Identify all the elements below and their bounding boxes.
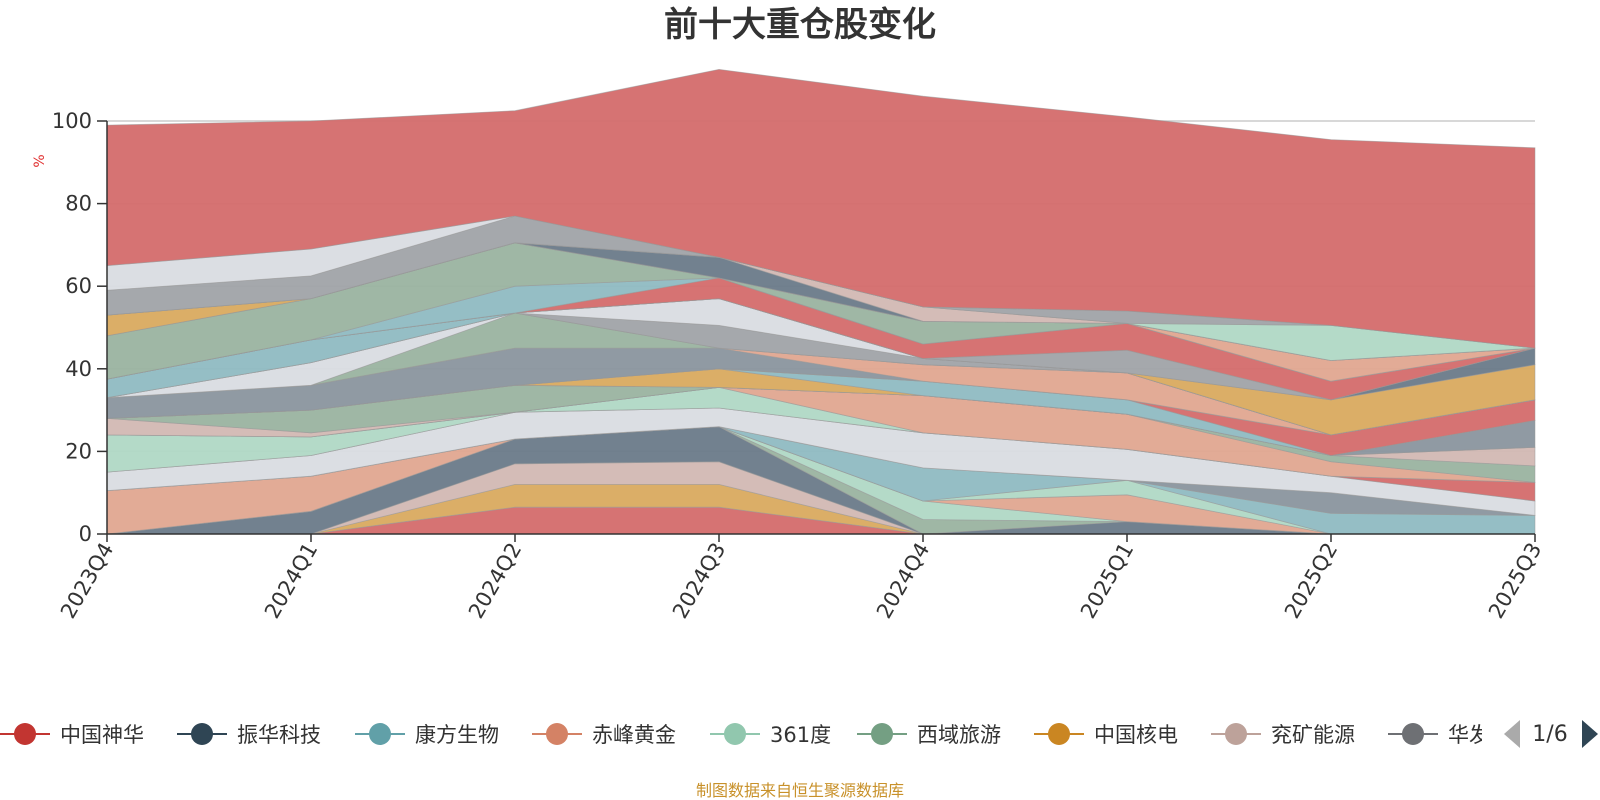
legend-item[interactable]: 康方生物: [355, 723, 499, 747]
legend-item[interactable]: 振华科技: [177, 723, 321, 747]
x-tick-label: 2024Q1: [260, 539, 322, 623]
legend-label: 361度: [770, 723, 831, 747]
legend-item[interactable]: 中国核电: [1034, 723, 1178, 747]
legend-label: 华发: [1448, 723, 1490, 747]
legend-label: 赤峰黄金: [592, 723, 676, 747]
legend-swatch-marker: [1402, 723, 1424, 745]
x-tick-label: 2025Q3: [1484, 539, 1546, 623]
y-tick-label: 60: [65, 274, 92, 298]
legend-label: 中国核电: [1094, 723, 1178, 747]
y-tick-label: 100: [52, 109, 92, 133]
x-tick-label: 2025Q1: [1076, 539, 1138, 623]
y-tick-label: 80: [65, 192, 92, 216]
legend-item[interactable]: 华发: [1388, 723, 1490, 747]
area-series: [106, 68, 1536, 535]
y-tick-label: 0: [79, 522, 92, 546]
legend-swatch-marker: [724, 723, 746, 745]
legend-label: 中国神华: [60, 723, 144, 747]
legend-page-indicator: 1/6: [1532, 722, 1567, 747]
data-source-note: 制图数据来自恒生聚源数据库: [696, 781, 904, 800]
legend-item[interactable]: 赤峰黄金: [532, 723, 676, 747]
legend-next-page-icon[interactable]: [1582, 720, 1598, 748]
legend-label: 振华科技: [237, 723, 321, 747]
legend-label: 兖矿能源: [1271, 723, 1355, 747]
legend-swatch-marker: [369, 723, 391, 745]
legend-pager: 1/6: [1504, 720, 1598, 748]
legend-prev-page-icon[interactable]: [1504, 720, 1520, 748]
chart-title: 前十大重仓股变化: [664, 5, 936, 45]
legend-swatch-marker: [546, 723, 568, 745]
area-layer-41: [106, 68, 1536, 349]
legend-swatch-marker: [191, 723, 213, 745]
legend-label: 西域旅游: [917, 723, 1001, 747]
legend-item[interactable]: 兖矿能源: [1211, 723, 1355, 747]
legend-swatch-marker: [1048, 723, 1070, 745]
y-tick-label: 20: [65, 439, 92, 463]
legend-swatch-marker: [871, 723, 893, 745]
legend-swatch-marker: [14, 723, 36, 745]
legend-item[interactable]: 西域旅游: [857, 723, 1001, 747]
legend-swatch-marker: [1225, 723, 1247, 745]
legend-item[interactable]: 361度: [710, 723, 831, 747]
legend-label: 康方生物: [415, 723, 499, 747]
x-tick-label: 2024Q3: [668, 539, 730, 623]
y-axis-unit: %: [32, 154, 48, 167]
x-tick-label: 2025Q2: [1280, 539, 1342, 623]
y-tick-label: 40: [65, 357, 92, 381]
x-tick-label: 2023Q4: [56, 539, 118, 623]
legend-item[interactable]: 中国神华: [0, 723, 144, 747]
x-tick-label: 2024Q4: [872, 539, 934, 623]
x-tick-label: 2024Q2: [464, 539, 526, 623]
legend: 中国神华 振华科技 康方生物 赤峰黄金 361度 西域旅游 中国核电 兖矿能源 华发: [0, 723, 1490, 747]
